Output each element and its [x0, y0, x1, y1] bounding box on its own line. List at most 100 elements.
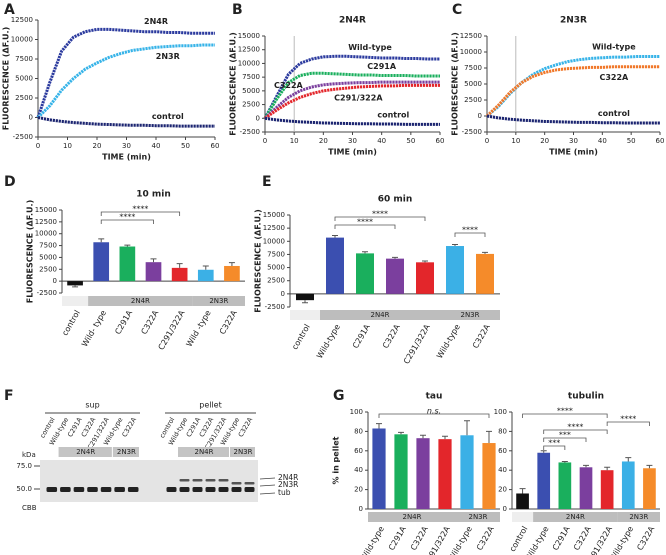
bar [386, 258, 404, 294]
series-label: C291A [367, 62, 397, 71]
group-label: 2N4R [402, 513, 421, 521]
error-bar [362, 251, 368, 254]
significance-label: **** [132, 205, 148, 214]
significance-bracket [100, 219, 154, 224]
y-tick-label: 100 [494, 408, 507, 416]
x-axis-label: TIME (min) [549, 148, 598, 157]
x-tick-label: 0 [263, 137, 267, 145]
group-band [112, 447, 139, 457]
y-tick-label: 20 [354, 486, 363, 494]
section-label: sup [85, 401, 99, 410]
y-tick-label: 10000 [11, 36, 33, 44]
bar [482, 443, 496, 509]
significance-bracket [334, 224, 396, 229]
gel-band [166, 487, 177, 492]
error-bar [228, 262, 235, 266]
y-tick-label: 2500 [39, 265, 57, 273]
y-tick-label: 60 [498, 447, 507, 455]
marker-label: 75.0 [16, 462, 32, 470]
y-tick-label: 2500 [242, 101, 260, 109]
x-tick-label: 0 [36, 142, 40, 150]
significance-bracket [334, 216, 426, 221]
significance-label: **** [372, 210, 388, 219]
data-line [264, 116, 440, 126]
x-tick-label: 20 [540, 137, 549, 145]
x-tick-label: 0 [485, 137, 489, 145]
group-label: 2N4R [76, 448, 95, 456]
y-tick-label: 0 [503, 505, 507, 513]
y-tick-label: 7500 [39, 242, 57, 250]
y-tick-label: -2500 [240, 128, 260, 136]
y-tick-label: 12500 [238, 46, 260, 54]
significance-bracket [522, 413, 608, 418]
data-line [263, 71, 440, 120]
y-axis-label: % in pellet [332, 436, 341, 484]
group-band [533, 512, 618, 522]
error-bar [332, 235, 338, 238]
gel-band [231, 482, 242, 485]
significance-label: *** [548, 439, 560, 448]
group-band [440, 310, 500, 320]
error-bar [150, 258, 157, 263]
y-axis-label: FLUORESCENCE (ΔF.U.) [254, 209, 263, 312]
bar [326, 237, 344, 294]
group-label: 2N3R [209, 297, 228, 305]
y-tick-label: -2500 [37, 289, 57, 297]
series-label: control [152, 112, 184, 121]
chart-title: tau [426, 392, 443, 402]
y-tick-label: 40 [354, 466, 363, 474]
gel-band [218, 479, 229, 482]
band-label: 2N4R [278, 473, 298, 482]
y-tick-label: 0 [53, 277, 57, 285]
y-tick-label: -2500 [13, 133, 33, 141]
error-bar [519, 488, 526, 494]
group-label: 2N4R [131, 297, 150, 305]
x-tick-label: 10 [63, 142, 72, 150]
error-bar [376, 423, 382, 429]
y-tick-label: 80 [498, 427, 507, 435]
gel-band [244, 482, 255, 485]
y-axis-label: FLUORESCENCE (ΔF.U.) [26, 200, 35, 303]
group-label: 2N4R [194, 448, 213, 456]
series-label: control [377, 111, 409, 120]
significance-bracket [378, 413, 490, 418]
x-tick-label: 40 [377, 137, 386, 145]
y-tick-label: 12500 [11, 16, 33, 24]
data-line [264, 83, 440, 120]
data-line [486, 114, 660, 125]
y-tick-label: 80 [354, 427, 363, 435]
series-label: 2N3R [156, 52, 180, 61]
bar [197, 269, 214, 282]
band-pointer [259, 477, 276, 480]
y-tick-label: 7500 [267, 250, 285, 258]
y-tick-label: 40 [498, 466, 507, 474]
error-bar [398, 431, 404, 435]
bar [224, 265, 240, 282]
y-axis-label: FLUORESCENCE (ΔF.U.) [451, 32, 460, 135]
error-bar [464, 420, 470, 436]
group-label: 2N3R [460, 311, 479, 319]
bar [67, 281, 83, 286]
y-tick-label: 7500 [242, 73, 260, 81]
y-tick-label: 10000 [263, 237, 285, 245]
group-band [230, 447, 255, 457]
x-tick-label: 40 [598, 137, 607, 145]
gel-band [73, 487, 85, 492]
panel-letter: B [232, 2, 243, 18]
series-label: C291/322A [334, 94, 383, 103]
data-line [36, 27, 215, 118]
gel-band [87, 487, 98, 492]
gel-band [179, 487, 190, 492]
y-tick-label: 12500 [263, 224, 285, 232]
x-tick-label: 50 [627, 137, 636, 145]
y-tick-label: 0 [256, 114, 260, 122]
marker-unit: kDa [22, 451, 36, 459]
gel-band [100, 487, 112, 492]
error-bar [561, 460, 568, 463]
error-bar [420, 434, 426, 439]
y-tick-label: 7500 [15, 55, 33, 63]
y-tick-label: 12500 [460, 32, 482, 40]
y-tick-label: -2500 [462, 128, 482, 136]
error-bar [625, 457, 632, 462]
